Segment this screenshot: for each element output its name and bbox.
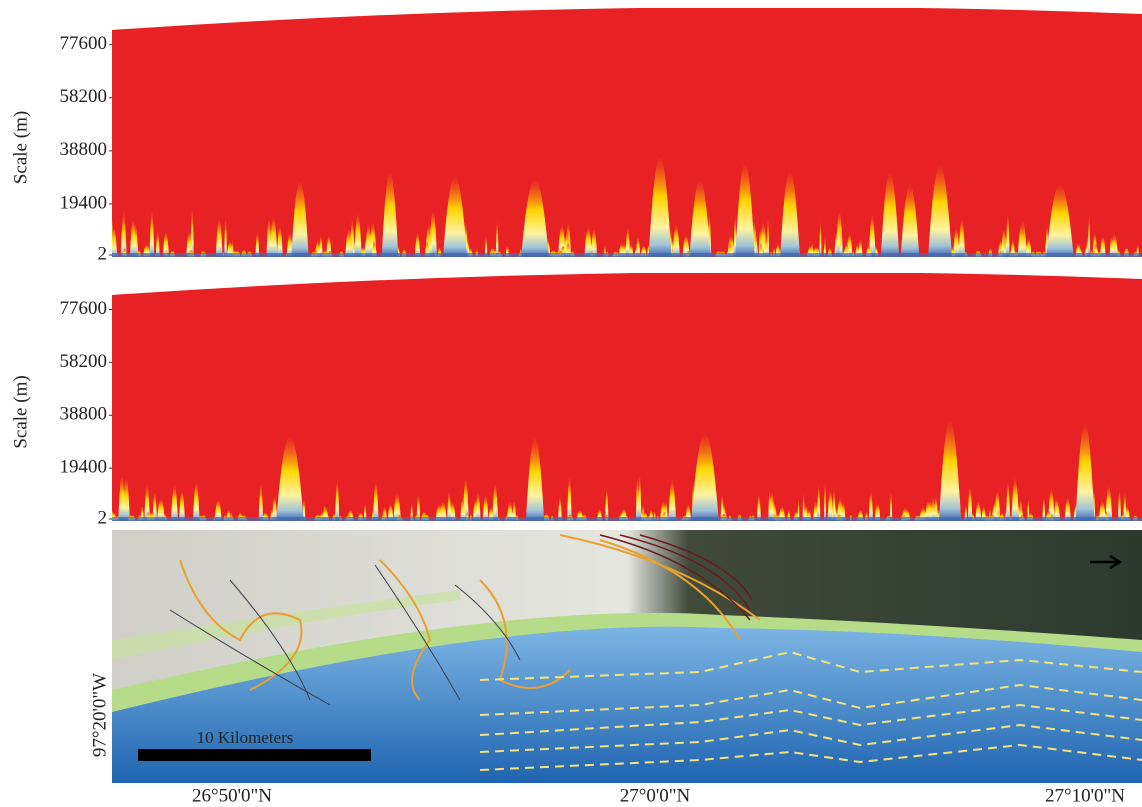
y-tick-label: 2 (98, 507, 108, 528)
baseline-band (112, 253, 1142, 257)
scalogram (111, 273, 1142, 521)
y-tick-label: 2 (98, 243, 108, 264)
map-y-label: 97°20'0"W (89, 673, 110, 757)
y-tick-label: 38800 (60, 139, 108, 160)
y-tick-label: 77600 (60, 298, 108, 319)
y-tick-label: 58200 (60, 86, 108, 107)
y-axis-label: Scale (m) (10, 111, 31, 184)
y-axis-label: Scale (m) (10, 375, 31, 448)
background (112, 8, 1142, 257)
y-tick-label: 38800 (60, 404, 108, 425)
map-x-label: 27°0'0"N (620, 785, 691, 806)
y-tick-label: 58200 (60, 351, 108, 372)
baseline-band (112, 517, 1142, 521)
scale-bar (138, 749, 371, 761)
map-x-label: 27°10'0"N (1045, 785, 1125, 806)
figure: Scale (m) 2 19400 38800 58200 77600 Scale (m) 2… (0, 0, 1142, 807)
y-tick-label: 77600 (60, 33, 108, 54)
map: 10 Kilometers (112, 530, 1142, 783)
background (112, 273, 1142, 521)
scale-bar-label: 10 Kilometers (197, 728, 294, 747)
y-tick-label: 19400 (60, 192, 108, 213)
y-tick-label: 19400 (60, 456, 108, 477)
scalogram (110, 8, 1142, 257)
map-x-label: 26°50'0"N (192, 785, 272, 806)
panels: Scale (m) 2 19400 38800 58200 77600 Scale (m) 2… (10, 8, 1142, 528)
